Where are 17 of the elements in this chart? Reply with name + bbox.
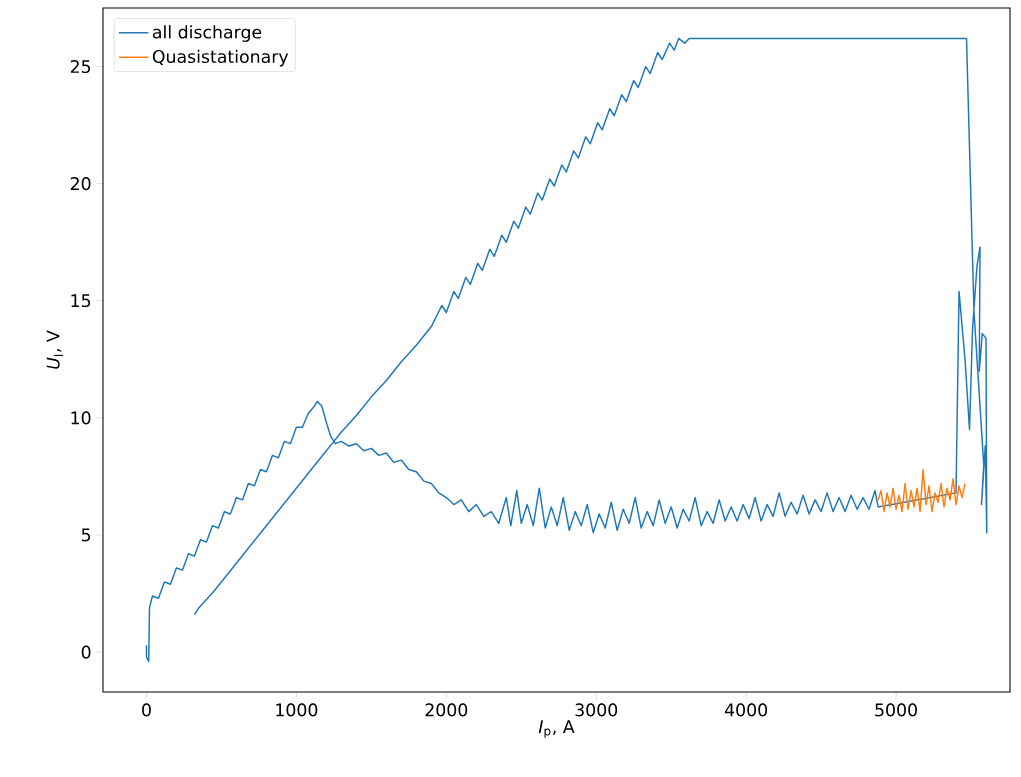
x-tick-label: 1000 [276,703,318,717]
legend-label: all discharge [152,25,262,42]
y-axis-title: U$_{l}$, V [46,330,64,369]
x-tick-label: 5000 [875,703,917,717]
y-tick-label: 15 [71,294,91,308]
y-tick-label: 10 [71,411,91,425]
line-series [877,468,966,513]
x-tick-label: 0 [142,703,151,717]
y-tick-label: 0 [81,645,91,659]
x-tick-label: 4000 [724,703,768,717]
y-tick-label: 20 [70,177,91,191]
x-axis-title: I$_{p}$, A [538,720,575,738]
x-tick-label: 3000 [575,703,618,717]
legend-label: Quasistationary [152,49,289,67]
x-tick-label: 2000 [425,703,468,717]
y-tick-label: 5 [81,528,91,542]
y-tick-label: 25 [70,60,91,74]
